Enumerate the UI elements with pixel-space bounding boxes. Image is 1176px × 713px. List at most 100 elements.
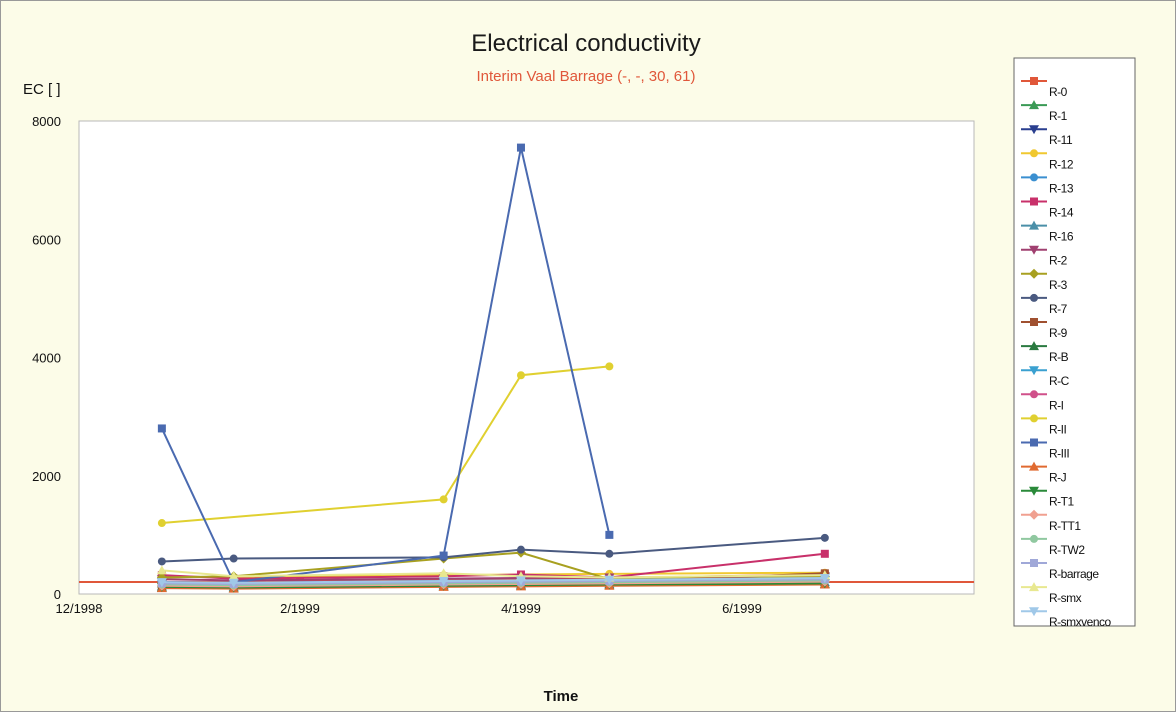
legend-marker bbox=[1029, 582, 1039, 592]
data-point bbox=[820, 549, 829, 558]
legend-label: R-1 bbox=[1049, 109, 1068, 123]
data-point bbox=[229, 554, 238, 563]
legend-item-r-7: R-7 bbox=[1021, 293, 1068, 316]
data-point bbox=[228, 578, 239, 588]
data-point bbox=[156, 565, 167, 575]
y-axis-label: EC [ ] bbox=[23, 81, 61, 98]
legend-marker bbox=[1029, 220, 1039, 230]
legend-marker bbox=[1030, 390, 1038, 399]
legend-marker bbox=[1029, 100, 1039, 110]
legend-marker bbox=[1029, 461, 1039, 471]
legend-marker bbox=[1029, 486, 1039, 496]
plot-area bbox=[78, 120, 975, 595]
y-tick-label: 8000 bbox=[32, 114, 61, 129]
legend-label: R-13 bbox=[1049, 181, 1074, 195]
data-point bbox=[605, 530, 614, 539]
legend-marker bbox=[1029, 125, 1039, 135]
legend-item-r-14: R-14 bbox=[1021, 197, 1074, 220]
legend-label: R-T1 bbox=[1049, 495, 1074, 509]
legend-label: R-12 bbox=[1049, 157, 1074, 171]
legend-item-r-tw2: R-TW2 bbox=[1021, 534, 1086, 557]
data-point bbox=[605, 362, 614, 371]
series-r-ii bbox=[157, 362, 614, 528]
y-tick-label: 2000 bbox=[32, 469, 61, 484]
legend-label: R-B bbox=[1049, 350, 1069, 364]
legend-marker bbox=[1030, 534, 1038, 543]
legend-item-r-9: R-9 bbox=[1021, 318, 1068, 340]
y-tick-label: 0 bbox=[54, 587, 61, 602]
data-point bbox=[157, 557, 166, 566]
legend-item-r-1: R-1 bbox=[1021, 100, 1068, 123]
data-point bbox=[604, 575, 615, 585]
series-line bbox=[161, 580, 825, 588]
legend-item-r-smx: R-smx bbox=[1021, 582, 1082, 605]
x-axis: 12/1998 2/1999 4/1999 6/1999 bbox=[56, 601, 762, 616]
legend-label: R-smxvenco bbox=[1049, 615, 1112, 629]
series-line bbox=[161, 569, 825, 579]
data-point bbox=[516, 143, 525, 152]
legend-marker bbox=[1030, 173, 1038, 182]
legend-label: R-2 bbox=[1049, 254, 1068, 268]
legend-label: R-I bbox=[1049, 398, 1064, 412]
legend-label: R-TW2 bbox=[1049, 543, 1085, 557]
x-tick-label: 6/1999 bbox=[722, 601, 762, 616]
x-tick-label: 4/1999 bbox=[501, 601, 541, 616]
legend-marker bbox=[1030, 293, 1038, 302]
legend-marker bbox=[1029, 366, 1039, 376]
legend-label: R-J bbox=[1049, 471, 1067, 485]
data-point bbox=[228, 571, 239, 581]
legend-item-r-3: R-3 bbox=[1021, 268, 1068, 292]
data-point bbox=[156, 578, 167, 588]
legend-marker bbox=[1030, 197, 1038, 206]
legend-marker bbox=[1030, 318, 1038, 326]
series-line bbox=[161, 536, 825, 563]
chart-subtitle: Interim Vaal Barrage (-, -, 30, 61) bbox=[477, 68, 696, 85]
legend-item-r-i: R-I bbox=[1021, 390, 1064, 412]
legend-label: R-3 bbox=[1049, 278, 1068, 292]
data-point bbox=[438, 576, 449, 586]
legend-label: R-11 bbox=[1049, 133, 1073, 147]
legend-item-r-j: R-J bbox=[1021, 461, 1067, 485]
legend-label: R-C bbox=[1049, 374, 1070, 388]
legend-marker bbox=[1029, 607, 1039, 617]
legend-marker bbox=[1030, 77, 1038, 85]
data-point bbox=[515, 576, 526, 586]
data-point bbox=[516, 371, 525, 380]
chart-title: Electrical conductivity bbox=[471, 30, 700, 57]
legend-item-r-b: R-B bbox=[1021, 341, 1069, 364]
data-point bbox=[157, 519, 166, 528]
legend-label: R-16 bbox=[1049, 230, 1074, 244]
data-point bbox=[439, 495, 448, 504]
series-line bbox=[161, 365, 610, 525]
series-layer bbox=[79, 143, 974, 593]
legend-item-r-2: R-2 bbox=[1021, 245, 1068, 268]
legend-label: R-0 bbox=[1049, 85, 1068, 99]
data-point bbox=[820, 533, 829, 542]
series-line bbox=[161, 582, 825, 589]
legend-marker bbox=[1030, 438, 1038, 447]
x-axis-label: Time bbox=[544, 688, 579, 705]
series-line bbox=[161, 583, 825, 590]
legend-item-r-16: R-16 bbox=[1021, 220, 1074, 244]
legend-label: R-barrage bbox=[1049, 567, 1099, 581]
y-tick-label: 4000 bbox=[32, 351, 61, 366]
data-point bbox=[157, 424, 166, 433]
y-tick-label: 6000 bbox=[32, 232, 61, 247]
legend-item-r-t1: R-T1 bbox=[1021, 486, 1075, 509]
legend-label: R-9 bbox=[1049, 326, 1068, 340]
legend-item-r-11: R-11 bbox=[1021, 125, 1073, 147]
legend-marker bbox=[1030, 414, 1038, 423]
legend-item-r-12: R-12 bbox=[1021, 149, 1074, 171]
series-line bbox=[161, 578, 825, 585]
legend-item-r-smxvenco: R-smxvenco bbox=[1021, 607, 1112, 629]
legend-item-r-barrage: R-barrage bbox=[1021, 559, 1100, 581]
legend-marker bbox=[1030, 559, 1038, 567]
data-point bbox=[438, 568, 449, 578]
data-point bbox=[605, 549, 614, 558]
legend-label: R-III bbox=[1049, 447, 1069, 461]
legend-marker bbox=[1029, 268, 1039, 279]
data-point bbox=[819, 574, 830, 584]
legend-marker bbox=[1029, 509, 1039, 520]
legend: R-0 R-1 R-11 R-12 R-13 R-14 R-16 R-2 R-3 R-7 R-9 R-… bbox=[1021, 77, 1112, 629]
